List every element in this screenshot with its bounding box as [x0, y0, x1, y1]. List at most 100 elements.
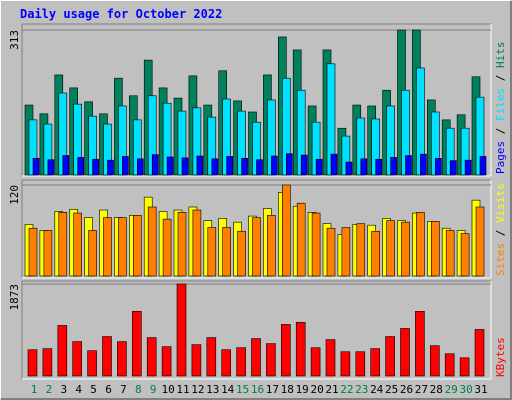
bar: [400, 328, 410, 377]
bar: [341, 227, 351, 277]
bar: [281, 184, 291, 277]
legend-entry: Files: [494, 88, 507, 121]
bar: [474, 329, 485, 377]
bar: [326, 227, 336, 277]
bar: [386, 220, 395, 277]
bar: [92, 158, 99, 176]
bar: [375, 158, 383, 176]
legend-entry: Pages: [494, 141, 507, 174]
bar: [475, 206, 485, 277]
bar: [416, 212, 425, 277]
x-tick-label: 24: [370, 383, 384, 396]
x-tick-label: 1: [31, 383, 38, 396]
bar: [479, 156, 487, 176]
x-tick-label: 2: [46, 383, 53, 396]
bar: [420, 153, 427, 176]
x-tick-label: 13: [206, 383, 219, 396]
bar: [72, 341, 82, 377]
x-tick-label: 28: [430, 383, 443, 396]
x-tick-label: 10: [161, 383, 174, 396]
x-tick-label: 22: [340, 383, 353, 396]
y-tick-label: 120: [8, 185, 21, 205]
bar: [256, 159, 263, 176]
x-tick-label: 15: [236, 383, 249, 396]
legend-entry: Visits: [494, 183, 507, 223]
chart-title: Daily usage for October 2022: [20, 7, 222, 21]
bar: [32, 158, 40, 176]
bar: [251, 338, 261, 377]
x-tick-label: 21: [325, 383, 338, 396]
bar: [43, 230, 53, 277]
x-tick-label: 19: [296, 383, 309, 396]
x-tick-label: 23: [355, 383, 368, 396]
bar: [430, 221, 440, 277]
x-tick-label: 4: [75, 383, 82, 396]
bar: [345, 161, 353, 176]
bar: [356, 223, 366, 277]
bar: [226, 156, 233, 176]
bar: [211, 158, 219, 176]
bar: [27, 349, 38, 377]
bar: [415, 311, 425, 377]
bar: [162, 218, 172, 277]
bar: [47, 159, 55, 176]
bar: [236, 347, 246, 377]
bar: [445, 230, 455, 277]
bar: [57, 325, 68, 377]
bar: [459, 357, 470, 377]
bar: [177, 212, 187, 277]
x-tick-label: 25: [385, 383, 398, 396]
x-tick-label: 17: [266, 383, 279, 396]
bar: [266, 343, 276, 377]
x-tick-label: 5: [90, 383, 97, 396]
y-tick-label: 313: [8, 30, 21, 50]
bar: [146, 337, 157, 377]
bar: [77, 157, 84, 176]
bar: [222, 227, 231, 277]
bar: [285, 153, 293, 176]
bar: [122, 156, 129, 176]
bar: [151, 154, 159, 176]
bar: [401, 221, 410, 277]
bar: [390, 157, 397, 176]
bar: [62, 155, 70, 176]
bar: [429, 345, 440, 377]
legend-separator: /: [494, 223, 507, 243]
bar: [444, 353, 455, 377]
legend-entry: KBytes: [494, 337, 507, 377]
bar: [464, 159, 472, 176]
x-tick-label: 26: [400, 383, 413, 396]
x-tick-label: 30: [459, 383, 472, 396]
bar: [330, 153, 338, 176]
bar: [370, 348, 381, 377]
bar: [360, 158, 368, 176]
bar: [280, 324, 291, 377]
x-tick-label: 9: [150, 383, 157, 396]
bar: [87, 350, 97, 377]
bar: [191, 344, 202, 377]
bar: [241, 158, 248, 176]
bar: [137, 158, 144, 176]
bar: [107, 159, 114, 176]
bar: [311, 212, 321, 277]
legend-entry: Hits: [494, 42, 507, 69]
bar: [88, 230, 97, 277]
x-tick-label: 31: [474, 383, 487, 396]
bar: [176, 283, 187, 377]
bar: [460, 233, 470, 277]
bar: [117, 341, 127, 377]
bar: [355, 351, 366, 377]
bar: [371, 230, 381, 277]
bar: [73, 212, 82, 277]
x-tick-label: 18: [281, 383, 294, 396]
bar: [58, 212, 68, 277]
x-tick-label: 14: [221, 383, 235, 396]
bar: [296, 202, 306, 277]
bar: [133, 215, 142, 277]
legend-separator: /: [494, 68, 507, 88]
legend-separator: /: [494, 121, 507, 141]
bar: [300, 154, 308, 176]
bar: [103, 217, 112, 277]
bar: [207, 227, 217, 277]
bar: [132, 311, 142, 377]
